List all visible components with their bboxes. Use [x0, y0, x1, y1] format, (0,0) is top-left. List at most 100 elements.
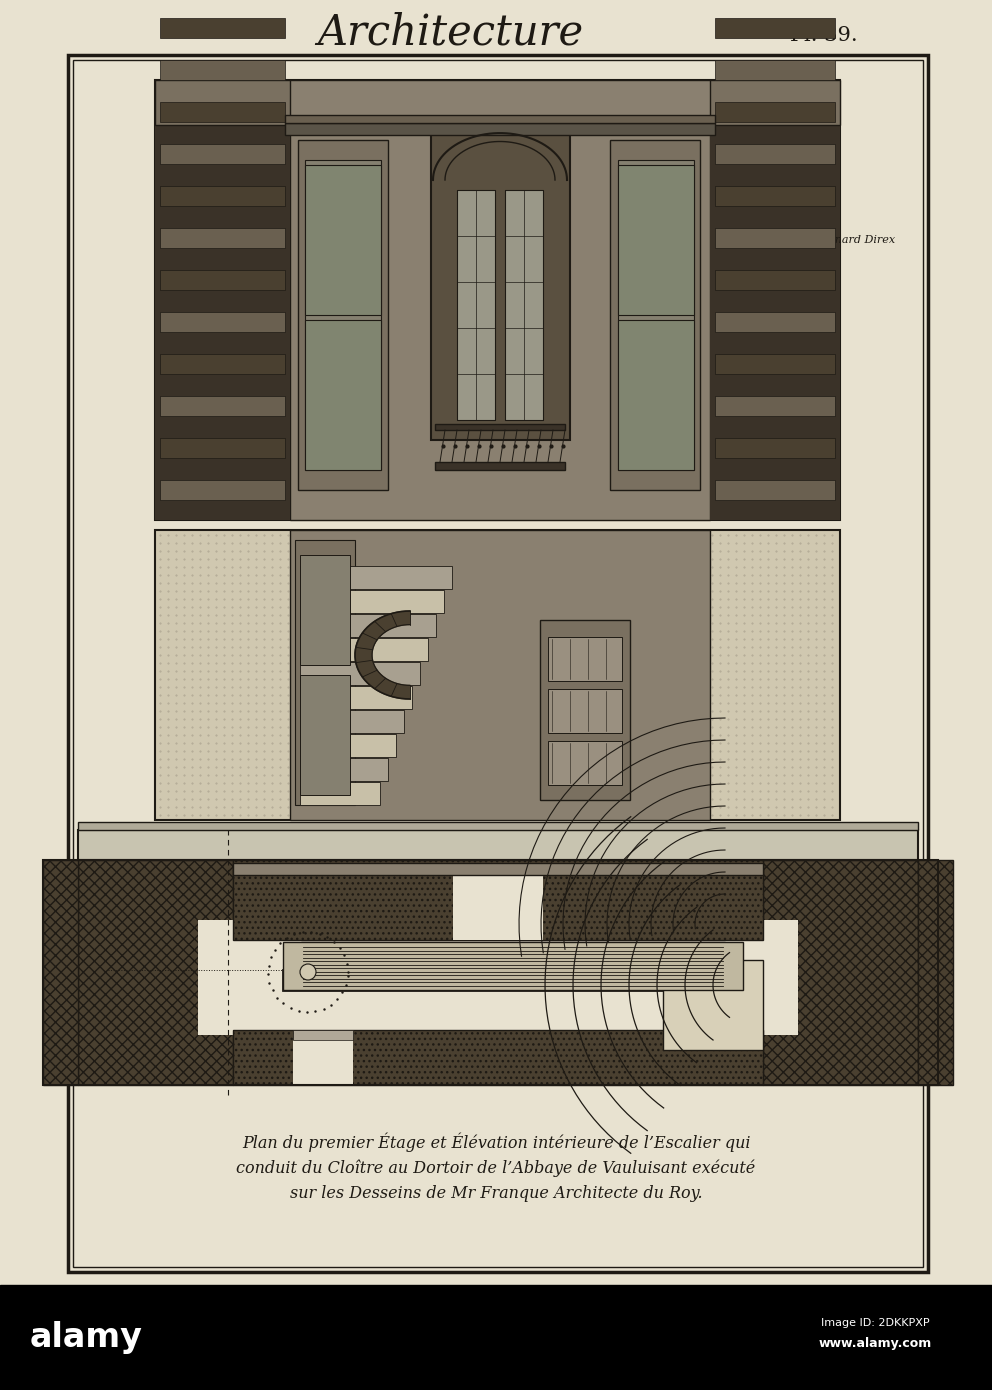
Bar — [435, 424, 565, 430]
Bar — [763, 980, 798, 1036]
Bar — [763, 942, 798, 1004]
Text: Pl. 39.: Pl. 39. — [790, 25, 858, 44]
Bar — [663, 960, 763, 1049]
Bar — [160, 18, 285, 38]
Bar — [233, 1030, 763, 1086]
Bar — [43, 860, 78, 1086]
Bar — [160, 228, 285, 247]
Bar — [715, 396, 835, 416]
Bar — [763, 860, 918, 1086]
Bar — [290, 81, 710, 520]
Bar — [300, 638, 428, 662]
Bar — [300, 662, 420, 685]
Bar — [160, 145, 285, 164]
Bar — [457, 190, 495, 420]
Bar — [290, 81, 710, 125]
Bar — [78, 821, 918, 830]
Bar — [160, 311, 285, 332]
Bar — [300, 676, 350, 795]
Bar — [715, 101, 835, 122]
Text: alamy: alamy — [30, 1322, 143, 1354]
Bar — [155, 530, 840, 820]
Bar — [715, 311, 835, 332]
Text: Architecture: Architecture — [316, 11, 583, 53]
Bar — [715, 145, 835, 164]
Bar — [763, 920, 798, 974]
Bar — [710, 125, 840, 520]
Bar — [160, 60, 285, 81]
Bar — [160, 270, 285, 291]
Bar — [548, 741, 622, 785]
Bar — [283, 942, 743, 990]
Bar — [295, 539, 355, 805]
Circle shape — [300, 965, 316, 980]
Bar — [300, 783, 380, 805]
Bar — [300, 710, 404, 733]
Bar — [540, 620, 630, 801]
Bar — [160, 354, 285, 374]
Bar — [198, 942, 233, 1004]
Bar — [71, 830, 925, 1115]
Bar — [160, 101, 285, 122]
Bar — [715, 438, 835, 457]
Bar — [73, 60, 923, 1268]
Bar — [155, 81, 840, 520]
Bar — [233, 860, 763, 940]
Bar — [43, 860, 938, 1086]
Bar — [160, 480, 285, 500]
Polygon shape — [433, 133, 567, 179]
Bar — [290, 530, 710, 820]
Bar — [301, 942, 725, 988]
Bar — [160, 186, 285, 206]
Bar — [715, 480, 835, 500]
Bar — [0, 1284, 992, 1390]
Bar — [305, 320, 381, 470]
Text: Benard Direx: Benard Direx — [820, 235, 895, 245]
Bar — [715, 228, 835, 247]
Bar — [618, 320, 694, 470]
Bar — [715, 60, 835, 81]
Bar — [285, 115, 715, 122]
Bar — [78, 830, 918, 860]
Text: conduit du Cloître au Dortoir de l’Abbaye de Vauluisant exécuté: conduit du Cloître au Dortoir de l’Abbay… — [236, 1159, 756, 1177]
Bar — [300, 758, 388, 781]
Bar — [300, 555, 350, 664]
Bar — [435, 461, 565, 470]
Polygon shape — [355, 612, 410, 699]
Bar — [160, 438, 285, 457]
Bar — [305, 165, 381, 316]
Bar — [78, 860, 233, 1086]
Bar — [68, 56, 928, 1272]
Bar — [431, 131, 570, 441]
Bar — [300, 589, 444, 613]
Bar — [548, 689, 622, 733]
Bar — [285, 122, 715, 135]
Bar — [715, 18, 835, 38]
Bar — [453, 874, 543, 940]
Bar — [283, 970, 743, 990]
Bar — [300, 566, 452, 589]
Text: Plan du premier Étage et Élévation intérieure de l’Escalier qui: Plan du premier Étage et Élévation intér… — [242, 1133, 750, 1152]
Bar — [155, 125, 290, 520]
Bar — [618, 160, 694, 470]
Bar — [715, 186, 835, 206]
Bar — [233, 863, 763, 874]
Bar — [505, 190, 543, 420]
Text: www.alamy.com: www.alamy.com — [818, 1337, 931, 1350]
Bar — [300, 687, 412, 709]
Bar — [618, 165, 694, 316]
Bar — [300, 734, 396, 758]
Text: Image ID: 2DKKPXP: Image ID: 2DKKPXP — [820, 1318, 930, 1327]
Bar — [198, 980, 233, 1036]
Bar — [293, 1030, 353, 1040]
Bar — [198, 920, 233, 974]
Bar — [300, 614, 436, 637]
Bar — [155, 81, 840, 125]
Bar — [715, 354, 835, 374]
Bar — [548, 637, 622, 681]
Bar — [305, 160, 381, 470]
Bar — [233, 940, 763, 1030]
Bar — [298, 140, 388, 491]
Bar — [918, 860, 953, 1086]
Bar — [293, 1040, 353, 1086]
